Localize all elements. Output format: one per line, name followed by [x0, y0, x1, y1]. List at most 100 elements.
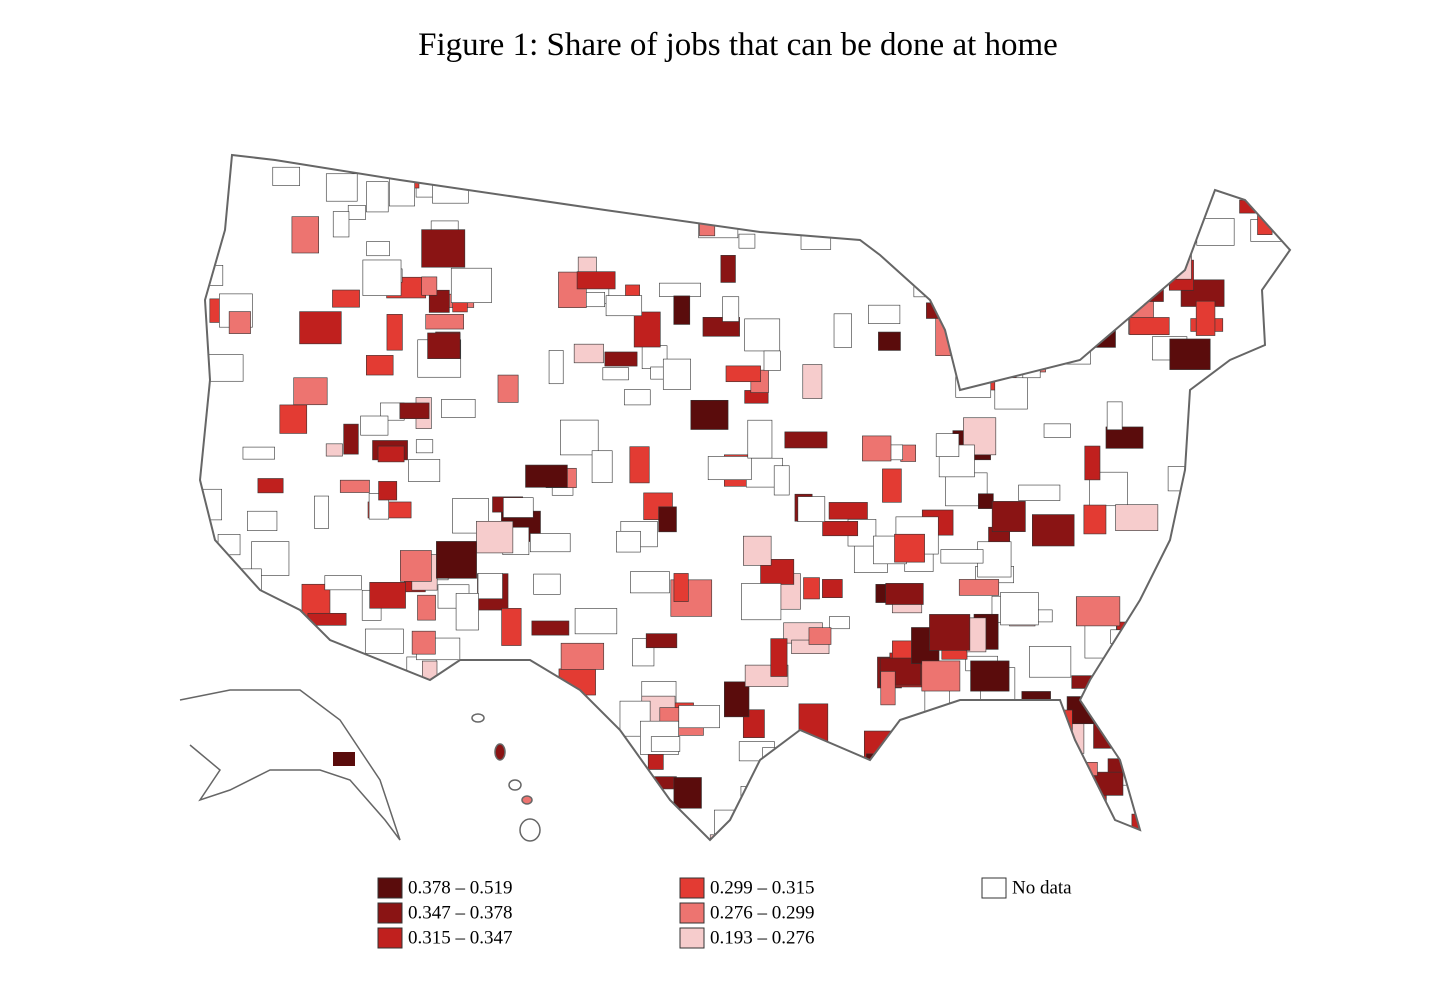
county-region: [650, 736, 681, 752]
county-region: [1144, 248, 1181, 270]
county-region: [868, 304, 901, 324]
county-region: [364, 628, 404, 654]
county-region: [1267, 640, 1289, 679]
county-region: [1189, 406, 1215, 441]
county-region: [378, 481, 398, 501]
county-region: [1029, 646, 1072, 678]
county-region: [1244, 400, 1265, 427]
county-region: [991, 501, 1026, 532]
county-region: [1115, 504, 1159, 531]
county-region: [747, 419, 773, 459]
county-region: [1273, 458, 1290, 489]
county-region: [1084, 445, 1101, 481]
county-region: [1284, 175, 1290, 197]
county-region: [921, 660, 961, 692]
county-region: [785, 155, 811, 190]
county-region: [720, 255, 736, 283]
county-region: [1108, 197, 1142, 233]
legend-swatch: [679, 927, 705, 949]
county-region: [604, 351, 638, 367]
county-region: [573, 758, 610, 791]
legend-swatch: [679, 877, 705, 899]
county-region: [1177, 729, 1209, 767]
county-region: [279, 404, 308, 434]
county-region: [882, 468, 902, 503]
county-region: [1193, 739, 1231, 761]
county-region: [1260, 468, 1284, 504]
county-region: [1105, 426, 1144, 449]
county-region: [206, 354, 244, 382]
county-region: [1213, 838, 1247, 840]
county-region: [810, 155, 841, 177]
county-region: [823, 205, 845, 230]
county-region: [623, 389, 651, 406]
county-region: [574, 608, 618, 635]
county-region: [730, 810, 775, 833]
county-region: [1235, 637, 1278, 658]
county-region: [560, 419, 599, 456]
county-region: [558, 271, 587, 308]
county-region: [217, 534, 241, 556]
county-region: [1021, 691, 1051, 727]
county-region: [987, 716, 1016, 738]
county-region: [1053, 286, 1074, 321]
county-region: [800, 789, 816, 828]
county-region: [450, 267, 492, 303]
county-region: [293, 377, 328, 406]
county-region: [1161, 652, 1183, 675]
county-region: [477, 573, 503, 600]
county-region: [954, 787, 970, 823]
county-region: [366, 355, 394, 376]
county-region: [364, 715, 391, 751]
county-region: [430, 803, 467, 821]
county-region: [441, 399, 476, 418]
county-region: [1130, 256, 1154, 277]
legend-label: 0.276 – 0.299: [710, 902, 815, 923]
county-region: [921, 205, 953, 243]
county-region: [436, 541, 477, 579]
county-region: [877, 189, 908, 205]
county-region: [994, 377, 1028, 410]
county-region: [539, 829, 584, 840]
county-region: [377, 445, 405, 463]
county-region: [257, 478, 284, 494]
county-region: [1071, 675, 1099, 689]
legend-label: 0.315 – 0.347: [408, 927, 513, 948]
county-region: [645, 633, 678, 649]
county-region: [533, 573, 561, 595]
county-region: [707, 456, 752, 481]
county-region: [802, 364, 823, 399]
county-region: [233, 798, 252, 814]
county-region: [427, 332, 461, 359]
county-region: [866, 810, 908, 840]
county-region: [605, 295, 643, 317]
county-region: [325, 173, 358, 202]
county-region: [699, 218, 716, 237]
county-region: [552, 711, 570, 726]
county-region: [425, 314, 464, 330]
county-region: [1131, 159, 1148, 190]
county-region: [822, 521, 859, 537]
county-region: [428, 289, 450, 313]
county-region: [662, 358, 691, 390]
county-region: [558, 668, 596, 696]
county-region: [643, 492, 673, 520]
county-region: [400, 550, 432, 582]
county-region: [324, 575, 362, 591]
us-outline: [198, 153, 1292, 842]
county-region: [1116, 621, 1152, 651]
county-region: [455, 593, 479, 631]
county-region: [332, 289, 360, 308]
county-region: [1108, 291, 1125, 315]
county-region: [978, 493, 994, 509]
legend-swatch: [377, 902, 403, 924]
county-region: [929, 614, 971, 651]
county-region: [428, 774, 448, 794]
county-region: [1201, 495, 1242, 519]
county-region: [1129, 317, 1170, 336]
county-region: [497, 374, 519, 403]
county-region: [1038, 172, 1057, 191]
county-region: [1147, 787, 1173, 817]
county-region: [1032, 514, 1075, 547]
county-region: [690, 399, 729, 430]
